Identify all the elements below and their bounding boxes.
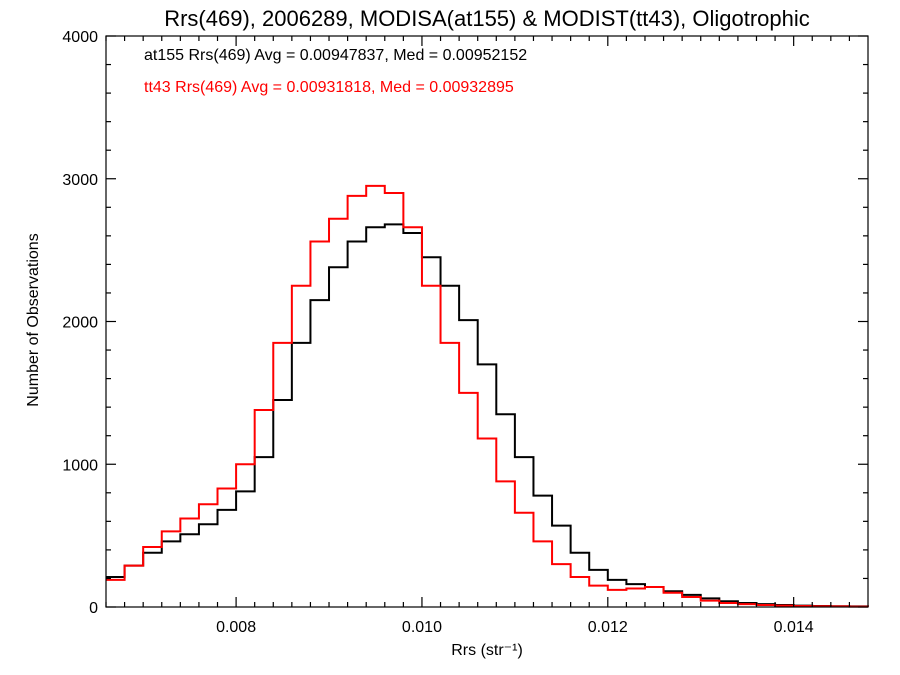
y-tick-label: 0 (89, 600, 98, 617)
x-tick-label: 0.014 (774, 619, 814, 636)
series-line-0 (106, 223, 869, 608)
y-tick-label: 1000 (62, 457, 98, 474)
y-tick-label: 2000 (62, 315, 98, 332)
x-tick-label: 0.010 (402, 619, 442, 636)
annotation-tt43: tt43 Rrs(469) Avg = 0.00931818, Med = 0.… (144, 79, 514, 96)
plot-frame (105, 35, 869, 608)
x-tick-label: 0.008 (216, 619, 256, 636)
chart-title: Rrs(469), 2006289, MODISA(at155) & MODIS… (164, 6, 810, 31)
x-tick-label: 0.012 (588, 619, 628, 636)
axes-layer: 0.008 0.010 0.012 0.014 0 1000 2000 3000 4000 (62, 29, 868, 636)
y-tick-label: 4000 (62, 29, 98, 46)
y-axis-label: Number of Observations (25, 233, 42, 406)
series-layer (106, 184, 869, 608)
annotation-at155: at155 Rrs(469) Avg = 0.00947837, Med = 0… (144, 47, 527, 64)
x-axis-label: Rrs (str⁻¹) (451, 642, 523, 659)
series-line-1 (106, 184, 869, 608)
y-tick-label: 3000 (62, 172, 98, 189)
